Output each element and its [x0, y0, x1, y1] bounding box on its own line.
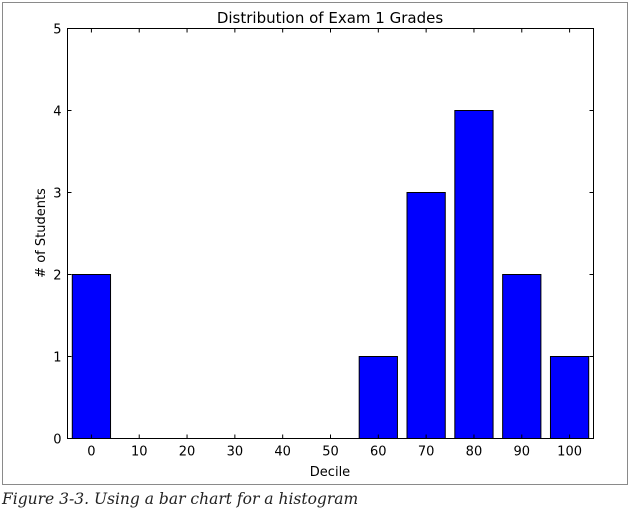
x-tick-label: 30 — [227, 445, 244, 460]
figure-frame: Distribution of Exam 1 Grades 0 10 20 30 40 5… — [2, 2, 628, 485]
axes-group: 0 10 20 30 40 50 60 70 80 90 100 0 1 2 3 4 5 — [53, 23, 594, 460]
bar-chart: Distribution of Exam 1 Grades 0 10 20 30 40 5… — [34, 9, 594, 480]
bar-80 — [454, 110, 494, 439]
y-tick-label: 1 — [53, 351, 61, 366]
chart-title: Distribution of Exam 1 Grades — [217, 9, 443, 27]
x-tick-label: 50 — [322, 445, 339, 460]
x-tick-label: 70 — [418, 445, 435, 460]
figure-caption: Figure 3-3. Using a bar chart for a hist… — [2, 490, 359, 508]
bar-90 — [502, 274, 542, 439]
x-tick-label: 0 — [87, 445, 95, 460]
bar-100 — [549, 356, 590, 439]
bar-70 — [406, 192, 446, 439]
x-tick-label: 80 — [466, 445, 483, 460]
y-axis-label: # of Students — [34, 188, 49, 278]
x-tick-label: 20 — [179, 445, 196, 460]
y-tick-label: 5 — [53, 23, 61, 38]
y-tick-label: 3 — [53, 187, 61, 202]
x-axis-label: Decile — [310, 465, 350, 480]
bars-group — [71, 110, 590, 439]
y-tick-label: 2 — [53, 269, 61, 284]
x-tick-label: 10 — [131, 445, 148, 460]
bar-0 — [71, 274, 112, 439]
x-tick-label: 90 — [513, 445, 530, 460]
y-tick-label: 4 — [53, 105, 61, 120]
x-tick-label: 40 — [274, 445, 291, 460]
x-tick-label: 100 — [557, 445, 582, 460]
bar-60 — [358, 356, 398, 439]
x-tick-label: 60 — [370, 445, 387, 460]
y-tick-label: 0 — [53, 433, 61, 448]
